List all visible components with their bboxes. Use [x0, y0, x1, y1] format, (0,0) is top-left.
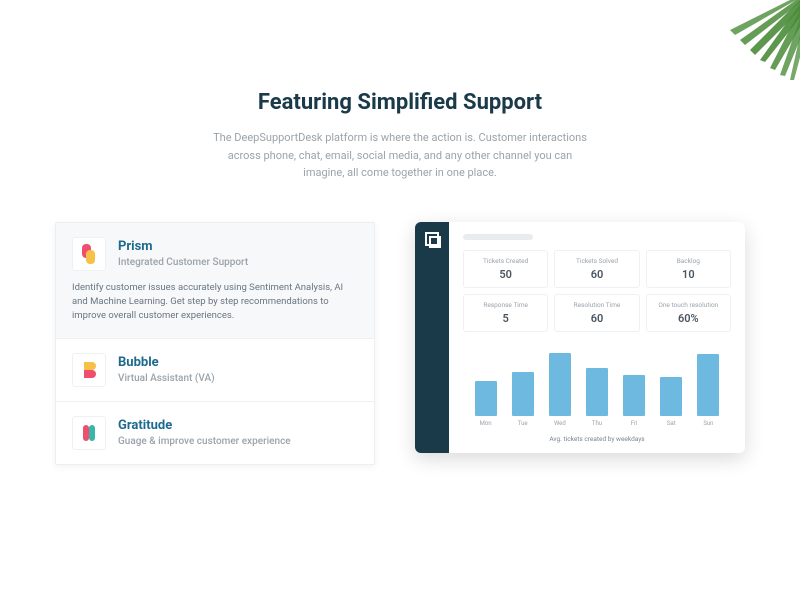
- card-title: Gratitude: [118, 418, 358, 433]
- xlabel: Thu: [586, 420, 608, 427]
- chart-xaxis: Mon Tue Wed Thu Fri Sat Sun: [463, 420, 731, 427]
- xlabel: Fri: [623, 420, 645, 427]
- stat-backlog: Backlog 10: [646, 250, 731, 288]
- content-row: Prism Integrated Customer Support Identi…: [0, 222, 800, 465]
- card-subtitle: Virtual Assistant (VA): [118, 373, 358, 384]
- weekday-bar-chart: [463, 346, 731, 416]
- hero-title: Featuring Simplified Support: [0, 90, 800, 115]
- stat-response-time: Response Time 5: [463, 294, 548, 332]
- card-subtitle: Integrated Customer Support: [118, 257, 358, 268]
- feature-card-list: Prism Integrated Customer Support Identi…: [55, 222, 375, 465]
- xlabel: Sat: [660, 420, 682, 427]
- card-title: Prism: [118, 239, 358, 254]
- stats-grid: Tickets Created 50 Tickets Solved 60 Bac…: [463, 250, 731, 332]
- card-description: Identify customer issues accurately usin…: [72, 281, 358, 324]
- dashboard-title-placeholder: [463, 234, 533, 240]
- stat-tickets-solved: Tickets Solved 60: [554, 250, 639, 288]
- stat-resolution-time: Resolution Time 60: [554, 294, 639, 332]
- bar-sun: [697, 354, 719, 416]
- gratitude-icon: [72, 416, 106, 450]
- prism-icon: [72, 237, 106, 271]
- xlabel: Sun: [697, 420, 719, 427]
- chart-caption: Avg. tickets created by weekdays: [463, 435, 731, 443]
- stat-tickets-created: Tickets Created 50: [463, 250, 548, 288]
- dashboard-logo-icon: [425, 232, 439, 246]
- bar-mon: [475, 381, 497, 416]
- feature-card-bubble[interactable]: Bubble Virtual Assistant (VA): [56, 339, 374, 402]
- bar-wed: [549, 353, 571, 416]
- dashboard-preview: Tickets Created 50 Tickets Solved 60 Bac…: [415, 222, 745, 465]
- feature-card-gratitude[interactable]: Gratitude Guage & improve customer exper…: [56, 402, 374, 464]
- bar-sat: [660, 377, 682, 416]
- card-subtitle: Guage & improve customer experience: [118, 436, 358, 447]
- feature-card-prism[interactable]: Prism Integrated Customer Support Identi…: [56, 223, 374, 339]
- xlabel: Mon: [475, 420, 497, 427]
- card-title: Bubble: [118, 355, 358, 370]
- stat-one-touch-resolution: One touch resolution 60%: [646, 294, 731, 332]
- hero-section: Featuring Simplified Support The DeepSup…: [0, 0, 800, 222]
- dashboard-sidebar: [415, 222, 449, 453]
- bar-thu: [586, 368, 608, 416]
- hero-subtitle: The DeepSupportDesk platform is where th…: [210, 129, 590, 182]
- bar-fri: [623, 375, 645, 416]
- xlabel: Tue: [512, 420, 534, 427]
- bar-tue: [512, 372, 534, 415]
- palm-leaf-decoration: [690, 0, 800, 90]
- bubble-icon: [72, 353, 106, 387]
- xlabel: Wed: [549, 420, 571, 427]
